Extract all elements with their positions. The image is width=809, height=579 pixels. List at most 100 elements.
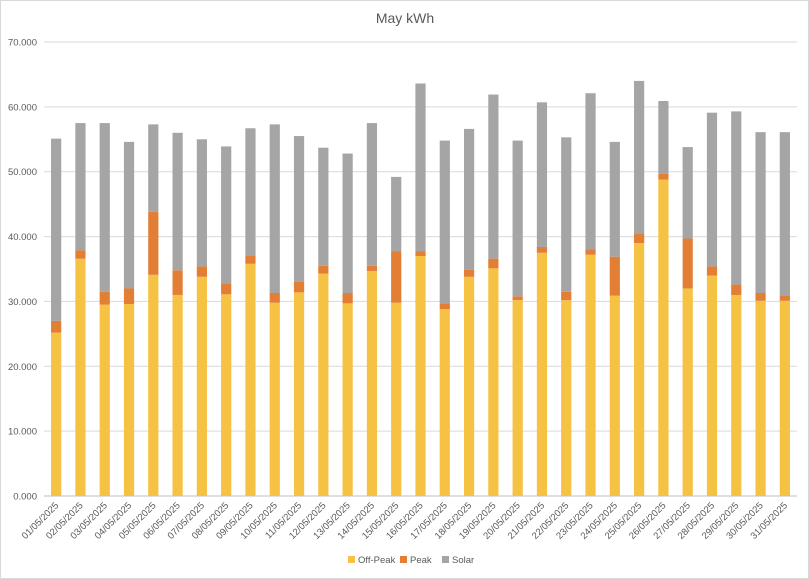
bar-solar-5 xyxy=(148,124,159,212)
bar-off-peak-5 xyxy=(148,274,159,496)
bar-off-peak-12 xyxy=(318,273,329,496)
bar-off-peak-9 xyxy=(245,263,256,496)
bar-off-peak-4 xyxy=(123,304,135,496)
y-tick-label: 50.000 xyxy=(8,167,37,178)
bar-off-peak-3 xyxy=(99,304,110,496)
y-tick-label: 20.000 xyxy=(8,362,37,373)
bar-solar-30 xyxy=(755,132,766,293)
bar-off-peak-25 xyxy=(634,243,645,496)
bar-off-peak-8 xyxy=(221,294,232,496)
bar-solar-24 xyxy=(609,141,620,257)
bar-solar-23 xyxy=(585,93,596,250)
bar-solar-21 xyxy=(536,102,548,247)
bar-solar-18 xyxy=(463,128,475,270)
bar-peak-22 xyxy=(561,291,572,301)
legend-swatch-peak xyxy=(400,556,407,563)
bar-solar-9 xyxy=(245,128,256,256)
bar-off-peak-20 xyxy=(512,300,523,496)
bar-peak-12 xyxy=(318,265,329,274)
bar-peak-15 xyxy=(391,251,402,303)
legend-swatch-solar xyxy=(442,556,449,563)
bar-peak-3 xyxy=(99,291,110,305)
bar-peak-30 xyxy=(755,292,766,301)
bar-peak-4 xyxy=(123,288,135,305)
bar-solar-19 xyxy=(488,94,499,259)
y-tick-label: 30.000 xyxy=(8,297,37,308)
bar-solar-27 xyxy=(682,147,693,239)
bar-solar-8 xyxy=(221,146,232,284)
bar-solar-12 xyxy=(318,147,329,266)
bar-peak-25 xyxy=(634,233,645,244)
bar-peak-31 xyxy=(779,295,790,301)
legend-label-solar: Solar xyxy=(452,555,474,566)
bar-off-peak-11 xyxy=(293,292,305,496)
bars xyxy=(51,80,790,497)
bar-off-peak-1 xyxy=(51,332,62,496)
bar-solar-15 xyxy=(391,176,402,252)
bar-peak-27 xyxy=(682,238,693,289)
bar-peak-20 xyxy=(512,296,523,301)
bar-solar-14 xyxy=(366,123,378,266)
bar-solar-16 xyxy=(415,83,426,252)
bar-solar-2 xyxy=(75,123,86,251)
bar-peak-13 xyxy=(342,292,353,304)
bar-off-peak-19 xyxy=(488,268,499,496)
bar-peak-11 xyxy=(293,281,305,293)
bar-peak-24 xyxy=(609,256,620,296)
bar-peak-10 xyxy=(269,292,280,303)
bar-solar-11 xyxy=(293,136,305,282)
bar-off-peak-13 xyxy=(342,303,353,496)
y-tick-label: 60.000 xyxy=(8,102,37,113)
bar-off-peak-10 xyxy=(269,302,280,496)
bar-solar-28 xyxy=(706,112,718,267)
bar-peak-7 xyxy=(196,266,207,277)
bar-solar-20 xyxy=(512,140,523,297)
bar-peak-8 xyxy=(221,283,232,295)
bar-solar-29 xyxy=(731,111,742,285)
x-axis-ticks: 01/05/202502/05/202503/05/202504/05/2025… xyxy=(20,500,790,541)
legend: Off-Peak Peak Solar xyxy=(348,555,474,566)
legend-label-off-peak: Off-Peak xyxy=(358,555,396,566)
bar-off-peak-23 xyxy=(585,254,596,496)
bar-off-peak-16 xyxy=(415,256,426,496)
bar-off-peak-22 xyxy=(561,300,572,496)
bar-off-peak-18 xyxy=(463,276,475,496)
bar-solar-26 xyxy=(658,101,669,174)
bar-peak-2 xyxy=(75,250,86,259)
bar-solar-22 xyxy=(561,137,572,292)
bar-off-peak-15 xyxy=(391,302,402,496)
bar-peak-16 xyxy=(415,251,426,257)
y-tick-label: 0.000 xyxy=(13,492,37,503)
bar-off-peak-30 xyxy=(755,300,766,496)
bar-solar-10 xyxy=(269,124,280,293)
bar-peak-29 xyxy=(731,284,742,295)
chart-title: May kWh xyxy=(376,10,434,26)
bar-off-peak-31 xyxy=(779,300,790,496)
bar-off-peak-21 xyxy=(536,252,548,496)
bar-off-peak-29 xyxy=(731,294,742,496)
y-tick-label: 10.000 xyxy=(8,427,37,438)
bar-off-peak-26 xyxy=(658,179,669,497)
bar-peak-21 xyxy=(536,246,548,253)
bar-peak-14 xyxy=(366,265,378,271)
bar-solar-1 xyxy=(51,138,62,321)
bar-off-peak-14 xyxy=(366,270,378,496)
bar-peak-5 xyxy=(148,211,159,275)
bar-solar-3 xyxy=(99,123,110,292)
bar-peak-18 xyxy=(463,269,475,277)
bar-off-peak-28 xyxy=(706,275,718,496)
bar-solar-7 xyxy=(196,139,207,267)
legend-label-peak: Peak xyxy=(410,555,432,566)
bar-off-peak-6 xyxy=(172,294,183,496)
bar-off-peak-27 xyxy=(682,288,693,496)
bar-peak-6 xyxy=(172,270,183,295)
bar-peak-1 xyxy=(51,320,62,333)
bar-peak-26 xyxy=(658,173,669,180)
bar-off-peak-17 xyxy=(439,309,450,496)
bar-solar-31 xyxy=(779,132,790,296)
bar-off-peak-7 xyxy=(196,276,207,496)
bar-off-peak-24 xyxy=(609,295,620,496)
y-tick-label: 70.000 xyxy=(8,38,37,49)
